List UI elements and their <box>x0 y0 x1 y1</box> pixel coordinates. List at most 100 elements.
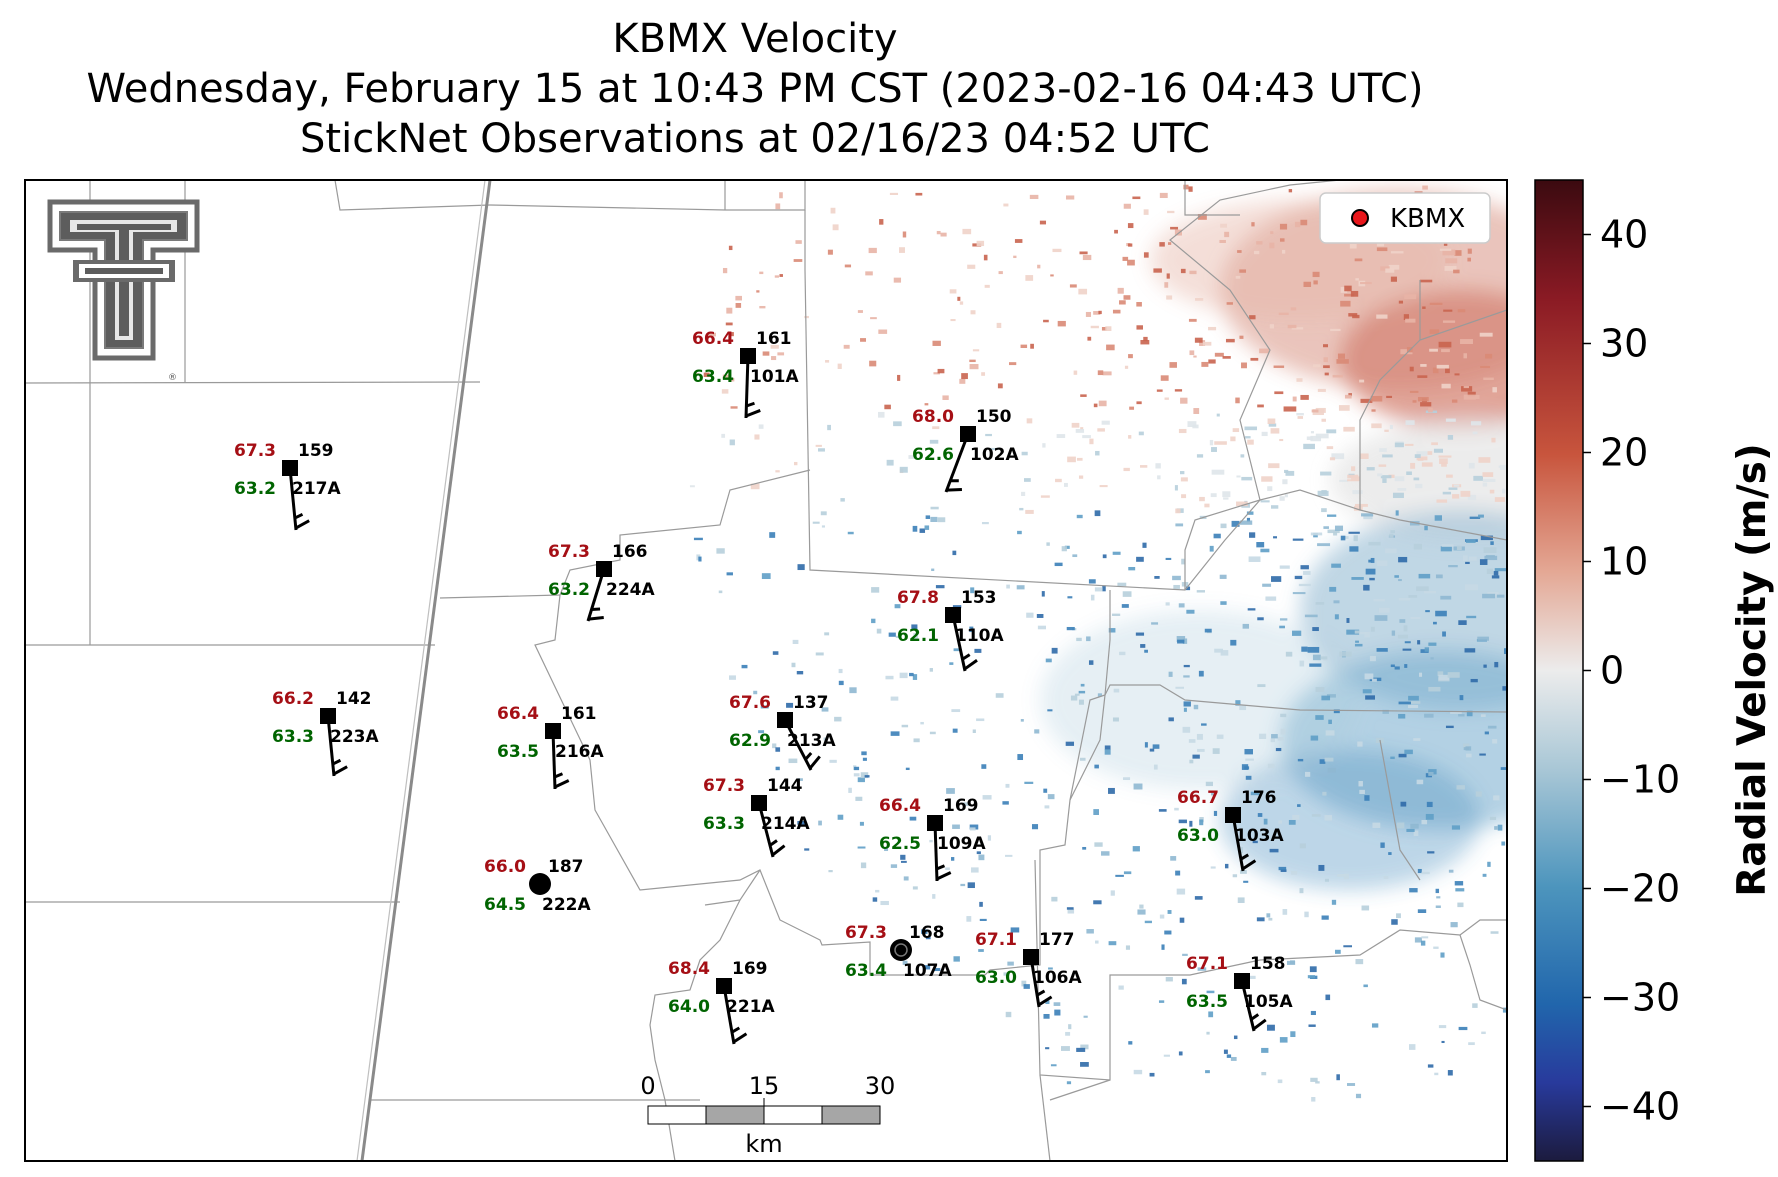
station-dewpoint: 63.2 <box>234 479 276 499</box>
wind-barb-flag-icon <box>295 519 310 530</box>
wind-barb-flag-icon <box>963 659 978 671</box>
wind-barb-icon <box>1029 956 1041 1008</box>
wind-barb-flag-icon <box>961 653 971 661</box>
station-temperature: 67.3 <box>548 542 590 562</box>
station-id: 109A <box>937 834 986 854</box>
station-105a[interactable]: 67.1 158 63.5 105A <box>1186 954 1293 1032</box>
station-pressure: 168 <box>909 923 945 943</box>
calm-wind-marker-icon <box>890 939 912 961</box>
wind-barb-icon <box>783 719 813 771</box>
station-224a[interactable]: 67.3 166 63.2 224A <box>548 542 655 622</box>
scale-unit: km <box>745 1130 782 1158</box>
station-102a[interactable]: 68.0 150 62.6 102A <box>912 407 1019 493</box>
station-id: 101A <box>750 367 799 387</box>
station-dewpoint: 64.0 <box>668 997 710 1017</box>
station-temperature: 66.4 <box>497 704 539 724</box>
station-pressure: 161 <box>756 329 792 349</box>
wind-barb-flag-icon <box>745 401 755 408</box>
station-id: 213A <box>787 731 836 751</box>
station-pressure: 142 <box>336 689 372 709</box>
station-temperature: 67.6 <box>729 693 771 713</box>
station-107a[interactable]: 67.3 168 63.4 107A <box>845 923 952 981</box>
station-dewpoint: 62.9 <box>729 731 771 751</box>
calm-wind-marker-icon <box>529 873 551 895</box>
station-temperature: 67.1 <box>975 930 1017 950</box>
station-217a[interactable]: 67.3 159 63.2 217A <box>234 441 341 531</box>
station-dewpoint: 64.5 <box>484 895 526 915</box>
wind-barb-flag-icon <box>732 1032 748 1044</box>
station-temperature: 66.4 <box>879 796 921 816</box>
station-pressure: 187 <box>548 857 584 877</box>
station-214a[interactable]: 67.3 144 63.3 214A <box>703 776 810 858</box>
station-dewpoint: 63.0 <box>975 968 1017 988</box>
station-marker-icon <box>927 815 943 831</box>
station-pressure: 159 <box>298 441 334 461</box>
station-marker-icon <box>751 795 767 811</box>
map-frame <box>24 179 1508 1162</box>
station-marker-icon <box>945 607 961 623</box>
wind-barb-icon <box>1231 814 1245 872</box>
wind-barb-icon <box>744 355 750 419</box>
station-temperature: 66.4 <box>692 329 734 349</box>
station-temperature: 67.8 <box>897 588 939 608</box>
station-pressure: 166 <box>612 542 648 562</box>
station-dewpoint: 63.0 <box>1177 826 1219 846</box>
station-110a[interactable]: 67.8 153 62.1 110A <box>897 588 1004 672</box>
station-temperature: 67.3 <box>234 441 276 461</box>
station-id: 221A <box>726 997 775 1017</box>
station-marker-icon <box>960 426 976 442</box>
station-109a[interactable]: 66.4 169 62.5 109A <box>879 796 986 882</box>
station-temperature: 66.0 <box>484 857 526 877</box>
station-id: 217A <box>292 479 341 499</box>
station-pressure: 158 <box>1250 954 1286 974</box>
wind-barb-icon <box>951 614 967 672</box>
colorbar-label: Radial Velocity (m/s) <box>1730 443 1775 896</box>
station-marker-icon <box>1023 949 1039 965</box>
map-subtitle-observations: StickNet Observations at 02/16/23 04:52 … <box>300 116 1210 162</box>
station-dewpoint: 63.4 <box>692 367 734 387</box>
station-dewpoint: 63.2 <box>548 580 590 600</box>
wind-barb-flag-icon <box>294 512 304 520</box>
legend-label: KBMX <box>1390 204 1465 234</box>
wind-barb-flag-icon <box>731 1026 741 1034</box>
station-marker-icon <box>740 348 756 364</box>
station-223a[interactable]: 66.2 142 63.3 223A <box>272 689 379 777</box>
station-pressure: 137 <box>793 693 829 713</box>
station-temperature: 67.3 <box>703 776 745 796</box>
wind-barb-flag-icon <box>1240 853 1250 861</box>
station-marker-icon <box>282 460 298 476</box>
station-pressure: 150 <box>976 407 1012 427</box>
station-216a[interactable]: 66.4 161 63.5 216A <box>497 704 604 790</box>
station-marker-icon <box>320 708 336 724</box>
station-213a[interactable]: 67.6 137 62.9 213A <box>729 693 836 771</box>
wind-barb-flag-icon <box>936 864 946 871</box>
station-marker-icon <box>1225 807 1241 823</box>
station-pressure: 177 <box>1039 930 1075 950</box>
station-id: 107A <box>903 961 952 981</box>
wind-barb-flag-icon <box>1252 1018 1267 1031</box>
wind-barb-flag-icon <box>333 765 348 776</box>
wind-barb-flag-icon <box>804 751 813 761</box>
station-marker-icon <box>777 712 793 728</box>
station-id: 103A <box>1235 826 1284 846</box>
wind-barb-icon <box>1240 980 1256 1032</box>
station-dewpoint: 63.3 <box>272 727 314 747</box>
scale-tick-30: 30 <box>865 1072 896 1100</box>
station-221a[interactable]: 68.4 169 64.0 221A <box>668 959 775 1045</box>
station-dewpoint: 62.1 <box>897 626 939 646</box>
station-marker-icon <box>1234 973 1250 989</box>
legend: KBMX <box>1319 192 1491 244</box>
wind-barb-flag-icon <box>769 839 778 847</box>
station-id: 223A <box>330 727 379 747</box>
station-101a[interactable]: 66.4 161 63.4 101A <box>692 329 799 419</box>
wind-barb-flag-icon <box>554 772 564 779</box>
wind-barb-flag-icon <box>332 758 342 766</box>
station-106a[interactable]: 67.1 177 63.0 106A <box>975 930 1082 1008</box>
svg-text:®: ® <box>168 373 177 383</box>
station-id: 102A <box>970 445 1019 465</box>
map-title: KBMX Velocity <box>612 16 898 62</box>
station-222a[interactable]: 66.0 187 64.5 222A <box>484 857 591 915</box>
station-103a[interactable]: 66.7 176 63.0 103A <box>1177 788 1284 872</box>
radar-site-marker-icon <box>1351 209 1369 227</box>
